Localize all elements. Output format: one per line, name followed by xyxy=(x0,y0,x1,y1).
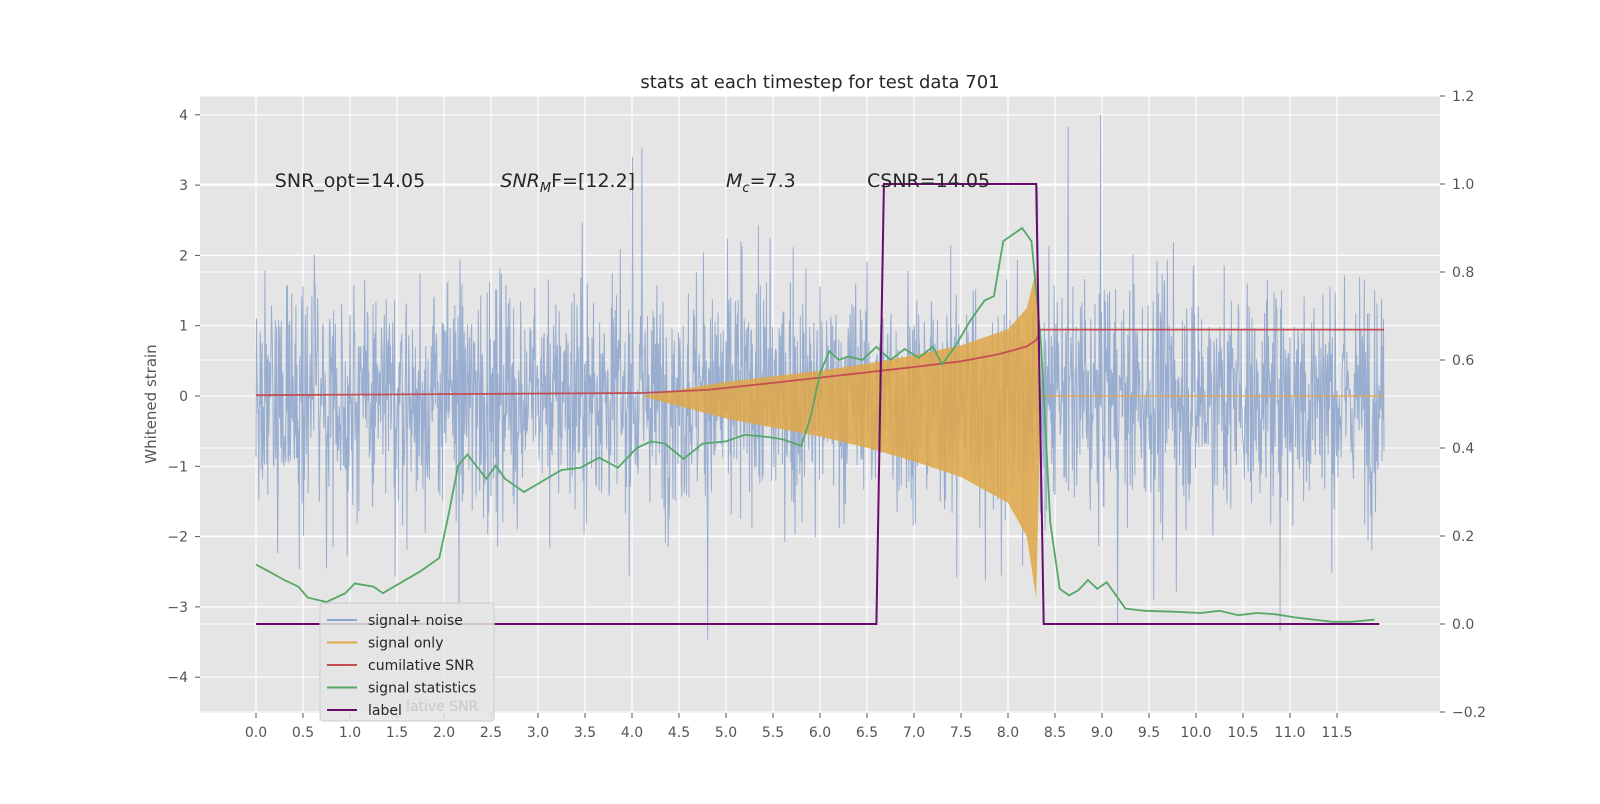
y-tick-label: −1 xyxy=(167,459,188,475)
y-tick-label: −4 xyxy=(167,670,188,686)
x-tick-label: 9.5 xyxy=(1138,725,1160,741)
legend-label: signal statistics xyxy=(368,681,476,697)
y2-tick-label: 0.0 xyxy=(1452,617,1474,633)
y-tick-label: 2 xyxy=(179,248,188,264)
y-tick-label: 1 xyxy=(179,319,188,335)
series-lines xyxy=(255,183,1384,625)
label-line xyxy=(256,183,1380,625)
x-tick-label: 8.5 xyxy=(1044,725,1066,741)
x-tick-label: 10.0 xyxy=(1180,725,1211,741)
legend-label: signal only xyxy=(368,636,443,652)
series-signal-noise xyxy=(255,114,1385,640)
x-tick-label: 4.0 xyxy=(621,725,643,741)
y-tick-label: −2 xyxy=(167,530,188,546)
y-axis-ticks: 4 3 2 1 0 −1 −2 −3 −4 xyxy=(167,108,200,686)
y-axis-title: Whitened strain xyxy=(142,344,160,463)
legend-label: cumilative SNR xyxy=(368,658,475,674)
x-tick-label: 7.0 xyxy=(903,725,925,741)
x-tick-label: 1.5 xyxy=(386,725,408,741)
annotations: SNR_opt=14.05 SNRMF=[12.2] Mc=7.3 CSNR=14.0… xyxy=(275,170,990,196)
y-tick-label: 0 xyxy=(179,389,188,405)
y2-tick-label: 1.0 xyxy=(1452,177,1474,193)
legend: lative SNR signal+ noise signal only cumil… xyxy=(319,602,495,722)
x-tick-label: 1.0 xyxy=(339,725,361,741)
x-tick-label: 6.0 xyxy=(809,725,831,741)
y2-tick-label: −0.2 xyxy=(1452,705,1486,721)
annotation-snr_mf: SNRMF=[12.2] xyxy=(500,170,635,196)
y2-tick-label: 0.2 xyxy=(1452,529,1474,545)
legend-box xyxy=(319,602,495,722)
signal-only-fill xyxy=(641,269,1041,599)
y2-tick-label: 0.4 xyxy=(1452,441,1474,457)
y-tick-label: 4 xyxy=(179,108,188,124)
legend-label: signal+ noise xyxy=(368,613,463,629)
x-tick-label: 5.5 xyxy=(762,725,784,741)
legend-label: label xyxy=(368,703,402,719)
annotation-csnr: CSNR=14.05 xyxy=(867,170,990,192)
x-tick-label: 7.5 xyxy=(950,725,972,741)
signal-statistics-line xyxy=(255,226,1375,623)
x-tick-label: 9.0 xyxy=(1091,725,1113,741)
series-signal-only xyxy=(641,269,1384,599)
x-tick-label: 11.5 xyxy=(1321,725,1352,741)
x-tick-label: 3.5 xyxy=(574,725,596,741)
x-tick-label: 0.5 xyxy=(292,725,314,741)
x-tick-label: 2.5 xyxy=(480,725,502,741)
signal-noise-line xyxy=(255,114,1385,640)
x-tick-label: 10.5 xyxy=(1227,725,1258,741)
x-tick-label: 5.0 xyxy=(715,725,737,741)
y-tick-label: 3 xyxy=(179,178,188,194)
x-tick-label: 3.0 xyxy=(527,725,549,741)
x-axis-ticks: 0.0 0.5 1.0 1.5 2.0 2.5 3.0 3.5 4.0 4.5 5.0 5.5 6.0 6… xyxy=(245,713,1353,741)
x-tick-label: 11.0 xyxy=(1274,725,1305,741)
x-tick-label: 2.0 xyxy=(433,725,455,741)
y2-tick-label: 0.8 xyxy=(1452,265,1474,281)
y2-tick-label: 0.6 xyxy=(1452,353,1474,369)
annotation-mc: Mc=7.3 xyxy=(726,170,796,196)
annotation-snr_opt: SNR_opt=14.05 xyxy=(275,170,425,192)
legend-ghost-text: lative SNR xyxy=(406,699,479,715)
x-tick-label: 6.5 xyxy=(856,725,878,741)
x-tick-label: 0.0 xyxy=(245,725,267,741)
y-tick-label: −3 xyxy=(167,600,188,616)
chart-title: stats at each timestep for test data 701 xyxy=(640,72,999,93)
cumulative-snr-line xyxy=(255,328,1384,397)
x-tick-label: 8.0 xyxy=(997,725,1019,741)
y2-axis-ticks: 1.2 1.0 0.8 0.6 0.4 0.2 0.0 −0.2 xyxy=(1440,89,1486,721)
x-tick-label: 4.5 xyxy=(668,725,690,741)
y2-tick-label: 1.2 xyxy=(1452,89,1474,105)
